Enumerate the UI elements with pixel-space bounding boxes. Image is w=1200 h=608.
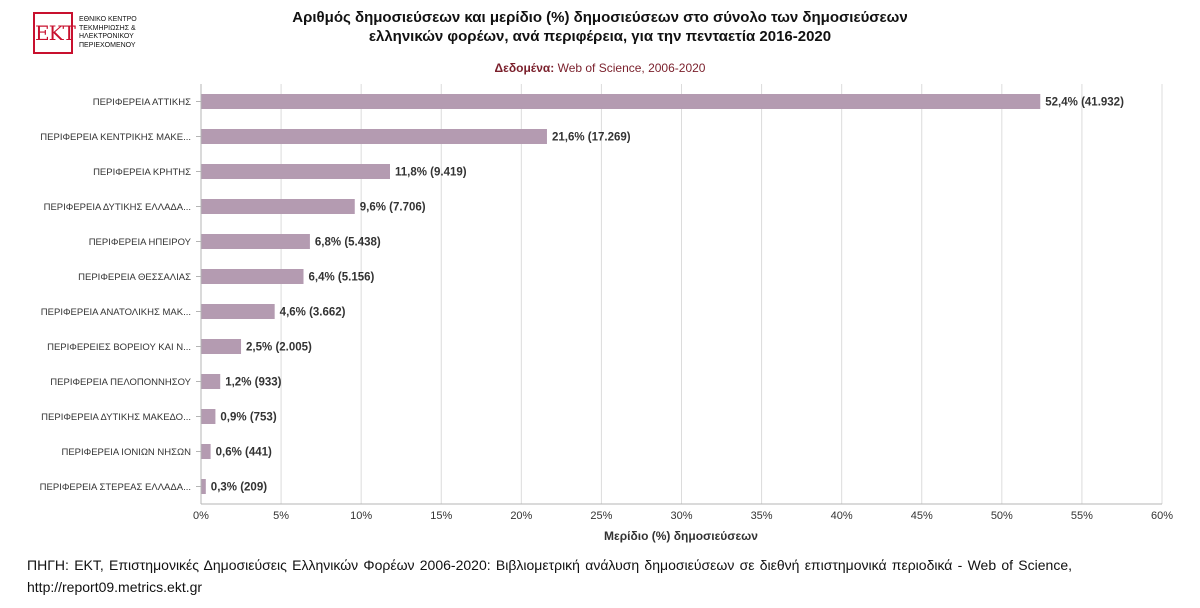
x-tick-label: 55% — [1071, 510, 1093, 522]
bar — [201, 374, 221, 389]
bar — [201, 269, 304, 284]
x-tick-label: 60% — [1151, 510, 1173, 522]
data-label: 11,8% (9.419) — [395, 167, 467, 179]
ekt-logo-text: ΕΘΝΙΚΟ ΚΕΝΤΡΟ ΤΕΚΜΗΡΙΩΣΗΣ & ΗΛΕΚΤΡΟΝΙΚΟΥ… — [79, 16, 159, 50]
category-label: ΠΕΡΙΦΕΡΕΙΕΣ ΒΟΡΕΙΟΥ ΚΑΙ Ν... — [47, 342, 191, 353]
category-label: ΠΕΡΙΦΕΡΕΙΑ ΘΕΣΣΑΛΙΑΣ — [78, 272, 191, 283]
logo-line: ΤΕΚΜΗΡΙΩΣΗΣ & — [79, 24, 136, 32]
x-tick-label: 5% — [273, 510, 289, 522]
bar — [201, 199, 355, 214]
bar — [201, 409, 216, 424]
bar — [201, 304, 275, 319]
grid-lines — [280, 84, 1163, 504]
x-tick-label: 20% — [510, 510, 532, 522]
x-tick-label: 40% — [831, 510, 853, 522]
bar — [201, 339, 242, 354]
category-label: ΠΕΡΙΦΕΡΕΙΑ ΠΕΛΟΠΟΝΝΗΣΟΥ — [50, 377, 191, 388]
logo-line: ΗΛΕΚΤΡΟΝΙΚΟΥ — [79, 33, 134, 40]
x-tick-label: 50% — [991, 510, 1013, 522]
bar — [201, 444, 211, 459]
bar — [201, 479, 206, 494]
x-tick-label: 0% — [193, 510, 209, 522]
bar-chart: 0% 5% 10% 15% 20% 25% 30% 35% 40% 45% 50% 55% 60% ΠΕΡ… — [40, 84, 1174, 543]
chart-title-line-2: ελληνικών φορέων, ανά περιφέρεια, για τη… — [368, 28, 832, 45]
data-label: 1,2% (933) — [225, 377, 281, 389]
chart-subtitle: Δεδομένα: Web of Science, 2006-2020 — [300, 61, 900, 75]
logo-line: ΠΕΡΙΕΧΟΜΕΝΟΥ — [79, 41, 136, 49]
source-note: ΠΗΓΗ: ΕΚΤ, Επιστημονικές Δημοσιεύσεις Ελ… — [27, 557, 1072, 595]
bar — [201, 94, 1041, 109]
data-label: 21,6% (17.269) — [552, 132, 631, 144]
data-label: 0,9% (753) — [220, 412, 276, 424]
data-label: 6,8% (5.438) — [315, 237, 381, 249]
axes — [196, 84, 1162, 505]
data-label: 52,4% (41.932) — [1045, 97, 1124, 109]
category-label: ΠΕΡΙΦΕΡΕΙΑ ΣΤΕΡΕΑΣ ΕΛΛΑΔΑ... — [40, 482, 191, 493]
category-label: ΠΕΡΙΦΕΡΕΙΑ ΙΟΝΙΩΝ ΝΗΣΩΝ — [61, 447, 191, 458]
bar — [201, 129, 547, 144]
data-label: 6,4% (5.156) — [309, 272, 375, 284]
subtitle-label: Δεδομένα: — [494, 61, 555, 75]
logo-line: ΕΘΝΙΚΟ ΚΕΝΤΡΟ — [79, 16, 137, 23]
category-label: ΠΕΡΙΦΕΡΕΙΑ ΚΡΗΤΗΣ — [93, 167, 191, 178]
data-label: 0,3% (209) — [211, 482, 267, 494]
bar — [201, 164, 390, 179]
ekt-logo: ΕΚΤ ΕΘΝΙΚΟ ΚΕΝΤΡΟ ΤΕΚΜΗΡΙΩΣΗΣ & ΗΛΕΚΤΡΟΝ… — [33, 12, 159, 54]
category-label: ΠΕΡΙΦΕΡΕΙΑ ΑΝΑΤΟΛΙΚΗΣ ΜΑΚ... — [41, 307, 191, 318]
category-label: ΠΕΡΙΦΕΡΕΙΑ ΚΕΝΤΡΙΚΗΣ ΜΑΚΕ... — [40, 132, 191, 143]
data-label: 2,5% (2.005) — [246, 342, 312, 354]
category-label: ΠΕΡΙΦΕΡΕΙΑ ΗΠΕΙΡΟΥ — [89, 237, 192, 248]
category-label: ΠΕΡΙΦΕΡΕΙΑ ΔΥΤΙΚΗΣ ΜΑΚΕΔΟ... — [41, 412, 191, 423]
category-label: ΠΕΡΙΦΕΡΕΙΑ ΑΤΤΙΚΗΣ — [93, 97, 191, 108]
data-label: 9,6% (7.706) — [360, 202, 426, 214]
chart-title-line-1: Αριθμός δημοσιεύσεων και μερίδιο (%) δημ… — [292, 9, 908, 26]
category-label: ΠΕΡΙΦΕΡΕΙΑ ΔΥΤΙΚΗΣ ΕΛΛΑΔΑ... — [44, 202, 191, 213]
x-tick-label: 15% — [430, 510, 452, 522]
ekt-logo-mark: ΕΚΤ — [33, 12, 76, 54]
data-label: 0,6% (441) — [216, 447, 272, 459]
x-tick-label: 45% — [911, 510, 933, 522]
bar — [201, 234, 310, 249]
data-label: 4,6% (3.662) — [280, 307, 346, 319]
subtitle-value: Web of Science, 2006-2020 — [557, 61, 706, 75]
x-tick-label: 25% — [590, 510, 612, 522]
labels: 0% 5% 10% 15% 20% 25% 30% 35% 40% 45% 50% 55% 60% ΠΕΡ… — [40, 97, 1174, 523]
chart-title: Αριθμός δημοσιεύσεων και μερίδιο (%) δημ… — [200, 8, 1000, 46]
x-axis-title: Μερίδιο (%) δημοσιεύσεων — [604, 529, 758, 543]
x-tick-label: 30% — [670, 510, 692, 522]
x-tick-label: 35% — [751, 510, 773, 522]
bars — [201, 94, 1041, 494]
x-tick-label: 10% — [350, 510, 372, 522]
